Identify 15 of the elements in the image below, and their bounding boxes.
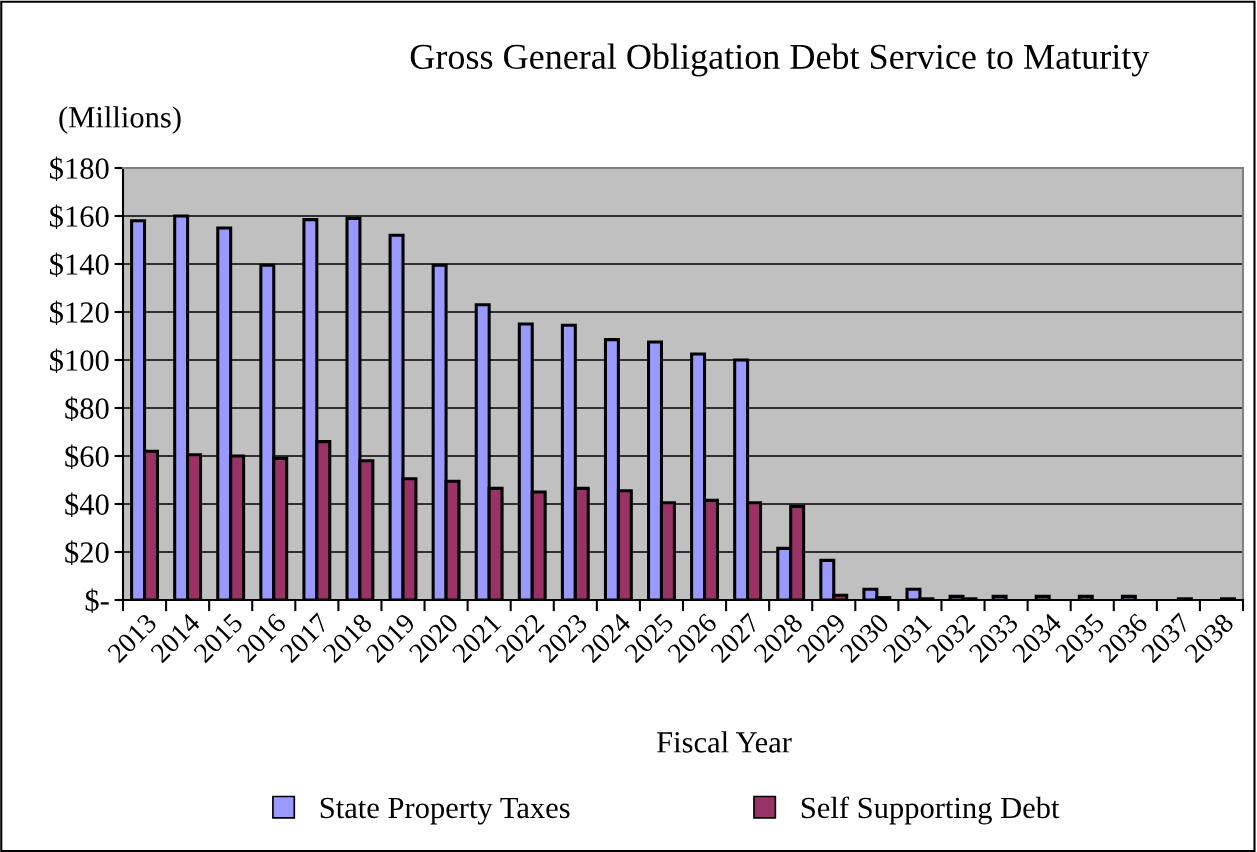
legend-label: State Property Taxes xyxy=(320,797,570,825)
y-tick-label: $140 xyxy=(50,252,109,277)
x-axis-title: Fiscal Year xyxy=(657,731,792,753)
y-tick-label: $160 xyxy=(50,204,109,229)
y-tick-label: $20 xyxy=(65,540,109,565)
y-tick-label: $180 xyxy=(50,156,109,181)
chart-title: Gross General Obligation Debt Service to Maturity xyxy=(410,43,1150,77)
y-tick-label: $40 xyxy=(65,492,109,517)
y-tick-label: $80 xyxy=(65,396,109,421)
y-tick-label: $- xyxy=(85,588,109,613)
y-tick-label: $100 xyxy=(50,348,109,373)
legend-label: Self Supporting Debt xyxy=(801,796,1060,825)
y-tick-label: $60 xyxy=(65,444,109,469)
y-tick-label: $120 xyxy=(50,300,109,325)
y-axis-title: (Millions) xyxy=(59,106,181,134)
